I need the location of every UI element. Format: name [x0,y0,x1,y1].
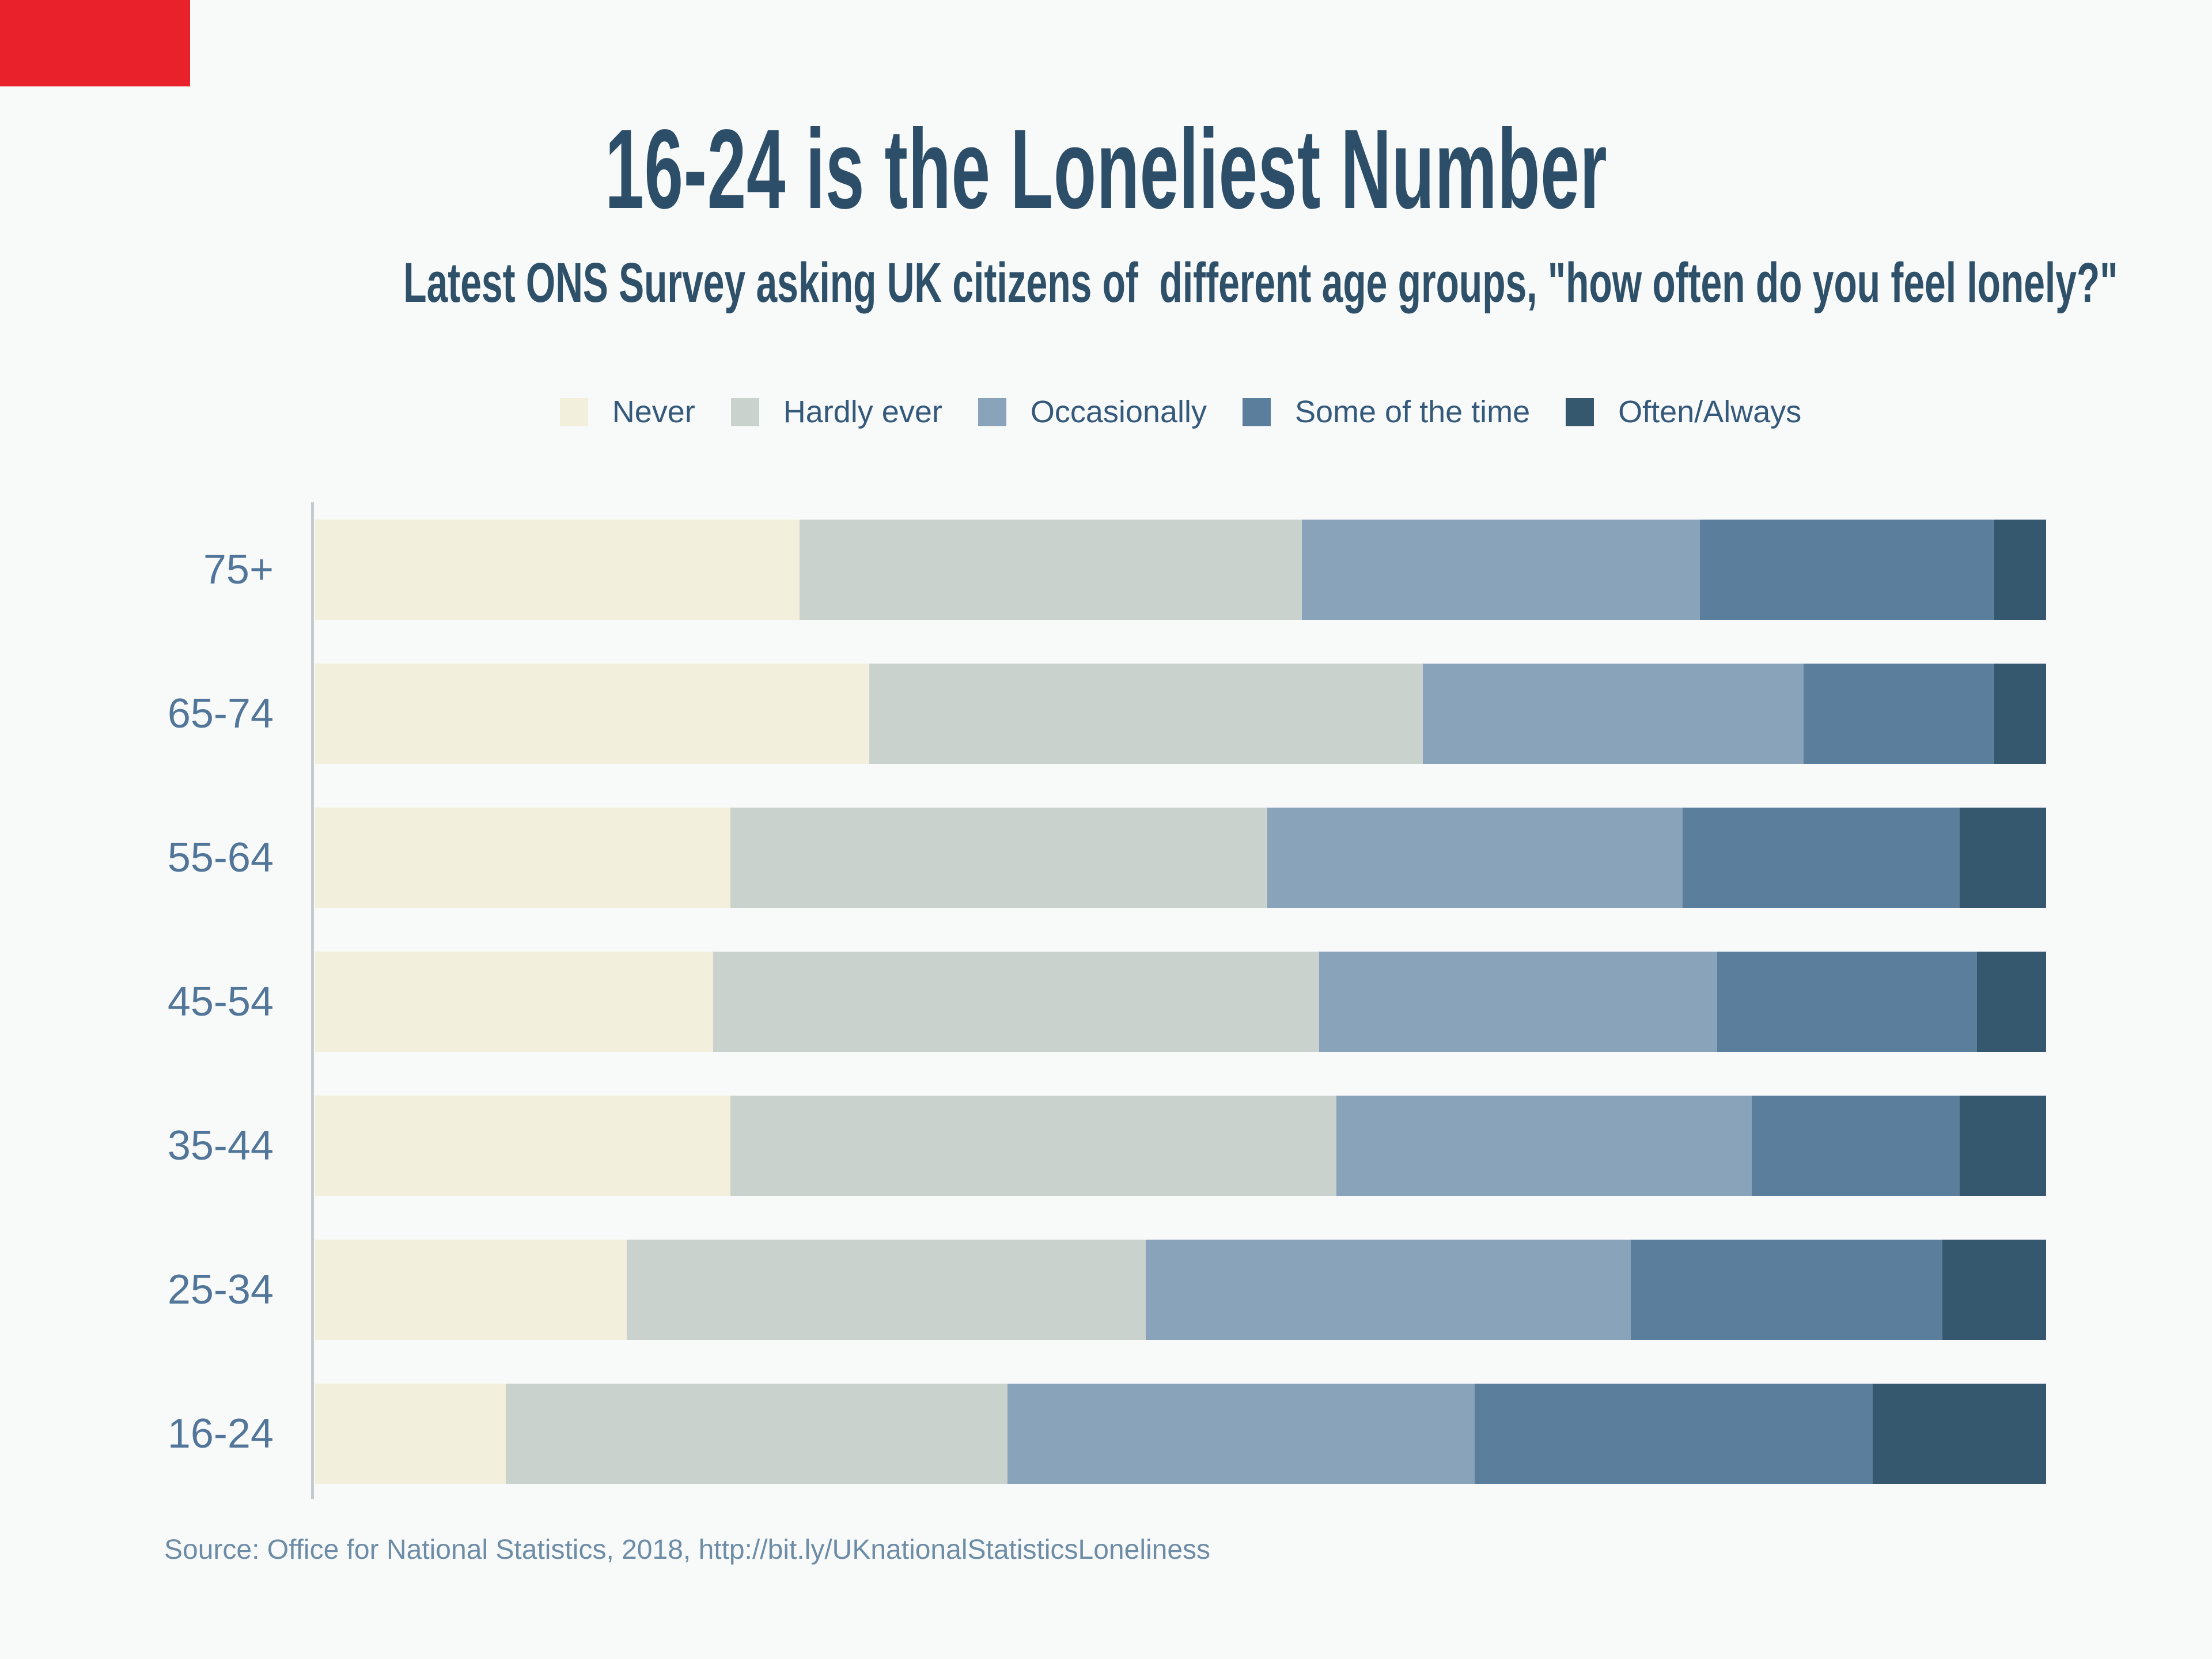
page-subtitle-text: Latest ONS Survey asking UK citizens of … [403,251,2118,314]
bar-segment-some-of-the-time [1717,952,1977,1052]
bar-segment-occasionally [1146,1240,1631,1340]
bar-segment-often-always [1873,1384,2046,1484]
bar-row: 35-44 [0,1096,2212,1196]
bar-segment-occasionally [1423,664,1804,764]
stacked-bar [315,808,2046,908]
bar-segment-never [315,1384,506,1484]
bar-segment-hardly-ever [730,1096,1336,1196]
bar-segment-hardly-ever [800,520,1302,620]
bar-segment-hardly-ever [869,664,1423,764]
y-axis-label: 55-64 [167,835,274,881]
legend-swatch-icon [1242,397,1271,426]
legend-swatch-icon [978,397,1006,426]
stacked-bar [315,1240,2046,1340]
bar-row: 75+ [0,520,2212,620]
bar-segment-often-always [1976,952,2046,1052]
y-axis-label: 75+ [203,547,274,593]
bar-segment-hardly-ever [626,1240,1146,1340]
bar-segment-never [315,664,869,764]
legend-swatch-icon [730,397,759,426]
chart-plot-area: 75+ 65-74 55-64 45-54 35-44 25-34 16-24 [0,502,2212,1499]
bar-segment-occasionally [1301,520,1700,620]
stacked-bar [315,952,2046,1052]
bar-segment-some-of-the-time [1475,1384,1873,1484]
legend-item: Often/Always [1566,396,1801,427]
legend-label: Often/Always [1618,395,1802,429]
y-axis-label: 35-44 [167,1123,274,1169]
legend-swatch-icon [1566,397,1594,426]
bar-segment-hardly-ever [505,1384,1007,1484]
y-axis-label: 25-34 [167,1267,274,1313]
bar-segment-some-of-the-time [1804,664,1994,764]
bar-segment-occasionally [1267,808,1683,908]
bar-row: 25-34 [0,1240,2212,1340]
legend-item: Never [559,395,695,429]
stacked-bar [315,520,2046,620]
bar-segment-occasionally [1319,952,1718,1052]
bar-segment-often-always [1942,1240,2046,1340]
bar-segment-never [315,952,714,1052]
bar-row: 16-24 [0,1384,2212,1484]
bar-segment-hardly-ever [713,952,1319,1052]
bar-segment-occasionally [1007,1384,1475,1484]
y-axis-label: 45-54 [167,979,274,1025]
bar-segment-never [315,1096,731,1196]
stacked-bar [315,664,2046,764]
y-axis-label: 16-24 [167,1411,274,1457]
bar-row: 65-74 [0,664,2212,764]
legend-item: Hardly ever [730,395,942,429]
stacked-bar [315,1384,2046,1484]
bar-segment-often-always [1959,808,2046,908]
bar-row: 45-54 [0,952,2212,1052]
legend-item: Some of the time [1242,395,1531,429]
chart-legend: Never Hardly ever Occasionally Some of the … [315,396,2046,427]
bar-segment-often-always [1994,520,2046,620]
bar-segment-some-of-the-time [1682,808,1960,908]
bar-segment-often-always [1959,1096,2046,1196]
legend-item: Occasionally [978,396,1207,427]
bar-segment-some-of-the-time [1752,1096,1960,1196]
bar-segment-never [315,520,800,620]
legend-label: Hardly ever [783,395,942,429]
bar-segment-some-of-the-time [1630,1240,1942,1340]
source-citation: Source: Office for National Statistics, … [164,1535,1211,1565]
y-axis-line [311,502,314,1499]
page-subtitle: Latest ONS Survey asking UK citizens of … [0,252,2212,314]
y-axis-label: 65-74 [167,691,274,737]
legend-label: Never [612,395,695,429]
legend-swatch-icon [559,397,588,426]
bar-segment-occasionally [1336,1096,1752,1196]
legend-label: Some of the time [1294,395,1531,429]
bar-segment-never [315,808,731,908]
red-corner-marker [0,0,190,86]
bar-segment-some-of-the-time [1699,520,1994,620]
page-title: 16-24 is the Loneliest Number [0,113,2212,226]
bar-segment-hardly-ever [730,808,1267,908]
bar-segment-often-always [1994,664,2046,764]
stacked-bar [315,1096,2046,1196]
bar-row: 55-64 [0,808,2212,908]
bar-segment-never [315,1240,627,1340]
legend-label: Occasionally [1030,395,1207,429]
page-title-text: 16-24 is the Loneliest Number [604,106,1608,232]
